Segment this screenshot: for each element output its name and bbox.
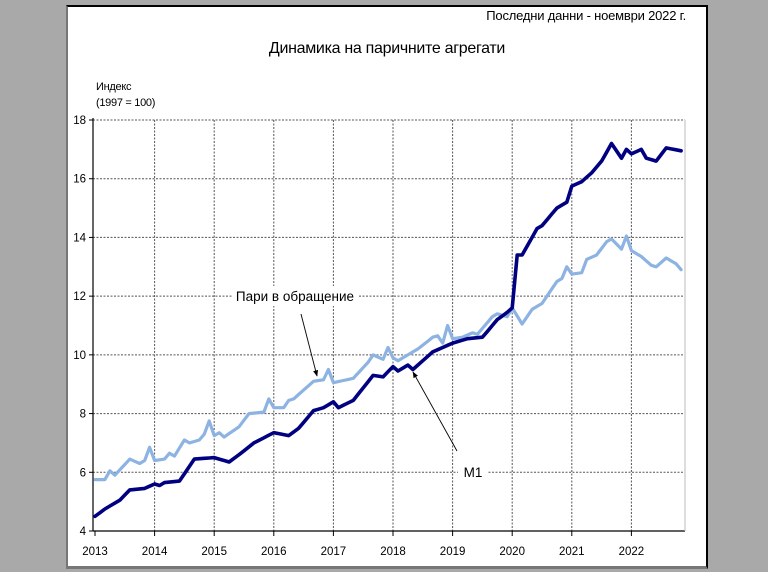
x-tick-label: 2020 [499,546,525,558]
x-tick-label: 2021 [559,546,585,558]
y-tick-label: 18 [73,115,86,127]
axes: 4 6 8 10 12 14 16 18 2013 2014 2015 2016 2017 2018 201… [73,115,686,558]
m1-label: M1 [464,465,483,480]
x-tick-label: 2022 [619,546,645,558]
currency-label: Пари в обращение [236,289,354,304]
latest-data-note: Последни данни - ноември 2022 г. [486,8,686,23]
y-tick-label: 6 [80,467,86,479]
y-tick-label: 16 [73,174,86,186]
chart-frame [66,5,708,569]
currency-label-bg [232,286,358,306]
grid-lines [93,119,685,531]
x-tick-label: 2015 [201,546,227,558]
y-axis-label-line1: Индекс [96,81,132,93]
y-tick-label: 8 [80,409,86,421]
m1-line [93,141,683,519]
y-axis-label: Индекс (1997 = 100) [96,79,155,111]
currency-arrow [300,313,319,377]
x-tick-label: 2014 [142,546,168,558]
x-tick-label: 2018 [380,546,406,558]
y-tick-label: 14 [73,232,86,244]
x-tick-label: 2016 [261,546,287,558]
chart-title: Динамика на паричните агрегати [268,40,506,57]
currency-line [93,234,683,482]
x-tick-label: 2019 [440,546,466,558]
m1-label-bg [458,462,488,482]
series-lines [93,141,683,519]
y-axis-label-line2: (1997 = 100) [96,97,156,109]
x-tick-label: 2013 [82,546,108,558]
x-tick-label: 2017 [321,546,347,558]
y-tick-label: 4 [80,526,87,538]
m1-arrow [412,371,458,452]
y-tick-label: 10 [73,350,86,362]
y-tick-label: 12 [73,291,86,303]
annotations: Пари в обращение M1 [232,286,488,482]
